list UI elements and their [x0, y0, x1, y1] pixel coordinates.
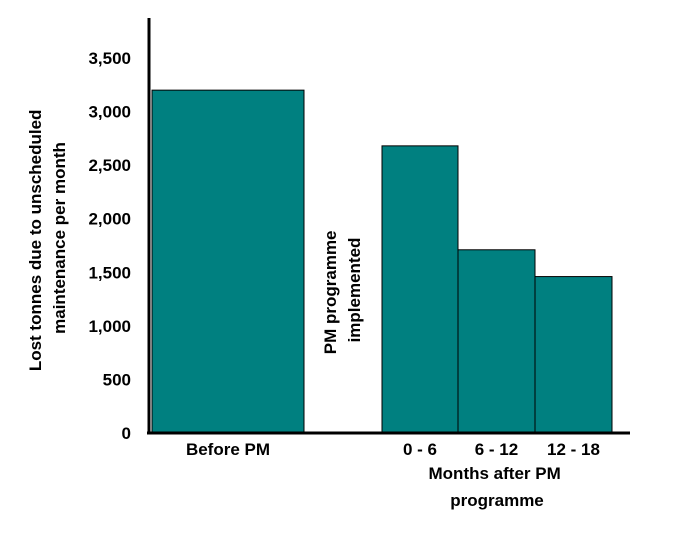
x-axis-label: Months after PM programme [429, 464, 566, 510]
y-axis-label-line-1: Lost tonnes due to unscheduled [26, 110, 45, 372]
y-axis-label-line-2: maintenance per month [50, 142, 69, 334]
y-tick-label-0: 0 [122, 424, 131, 443]
pm-annotation-line-1: PM programme [321, 230, 340, 354]
x-tick-label-3: 12 - 18 [547, 440, 600, 459]
pm-annotation-line-2: implemented [345, 238, 364, 343]
y-tick-label-6: 3,000 [88, 103, 131, 122]
bar-1 [381, 145, 459, 434]
y-tick-label-1: 500 [103, 370, 131, 389]
x-axis-label-line-2: programme [450, 491, 544, 510]
y-tick-labels: 0 500 1,000 1,500 2,000 2,500 3,000 3,500 [88, 49, 131, 443]
y-tick-label-4: 2,000 [88, 210, 131, 229]
y-tick-label-2: 1,000 [88, 317, 131, 336]
pm-annotation: PM programme implemented [321, 226, 364, 354]
y-axis-label: Lost tonnes due to unscheduled maintenan… [26, 105, 69, 371]
bar-2 [457, 249, 536, 434]
y-tick-label-5: 2,500 [88, 156, 131, 175]
x-tick-label-1: 0 - 6 [403, 440, 437, 459]
x-tick-labels: Before PM 0 - 6 6 - 12 12 - 18 [186, 440, 600, 459]
x-tick-label-0: Before PM [186, 440, 270, 459]
x-axis-label-line-1: Months after PM [429, 464, 561, 483]
y-tick-label-7: 3,500 [88, 49, 131, 68]
y-tick-label-3: 1,500 [88, 263, 131, 282]
bars-group [151, 89, 613, 434]
x-tick-label-2: 6 - 12 [475, 440, 518, 459]
bar-0 [151, 89, 305, 434]
bar-3 [534, 276, 613, 434]
